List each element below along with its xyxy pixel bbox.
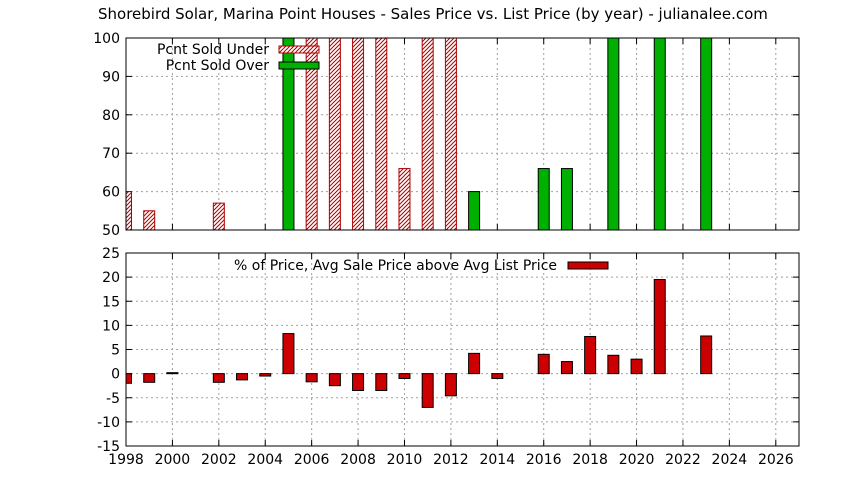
y-tick-label: 50: [102, 223, 120, 239]
bar: [212, 373, 225, 383]
bar: [700, 37, 713, 231]
bar: [700, 335, 713, 375]
bar: [560, 168, 573, 231]
y-tick-label: -15: [97, 439, 120, 455]
bar: [560, 361, 573, 375]
plot-frame: [125, 37, 800, 231]
legend-label: Pcnt Sold Under: [157, 42, 269, 58]
y-tick-label: 100: [93, 31, 120, 47]
bar: [282, 333, 295, 375]
bar: [653, 37, 666, 231]
bar: [444, 37, 457, 231]
legend-label: % of Price, Avg Sale Price above Avg Lis…: [234, 258, 557, 274]
x-tick-label: 2008: [340, 452, 376, 468]
bar: [607, 37, 620, 231]
plot-frame: [125, 252, 800, 447]
legend-label: Pcnt Sold Over: [166, 58, 270, 74]
bar: [653, 279, 666, 375]
x-tick-label: 2014: [479, 452, 515, 468]
bar: [305, 373, 318, 383]
bar: [328, 37, 341, 231]
legend-swatch: [567, 261, 609, 270]
y-tick-label: 0: [111, 367, 120, 383]
bar: [398, 168, 411, 231]
y-tick-label: 20: [102, 270, 120, 286]
bar: [537, 168, 550, 231]
y-tick-label: 90: [102, 69, 120, 85]
bar: [212, 202, 225, 231]
bar: [444, 373, 457, 397]
series-2-1: [125, 279, 713, 408]
x-tick-label: 2012: [433, 452, 469, 468]
chart-title: Shorebird Solar, Marina Point Houses - S…: [98, 5, 768, 23]
x-tick-label: 2020: [619, 452, 655, 468]
y-tick-label: 5: [111, 343, 120, 359]
bar: [236, 373, 249, 381]
x-tick-label: 1998: [108, 452, 144, 468]
bar: [421, 37, 434, 231]
x-tick-label: 2024: [712, 452, 748, 468]
bar: [468, 352, 481, 375]
x-tick-label: 2022: [665, 452, 701, 468]
bar: [166, 372, 179, 375]
y-tick-label: 15: [102, 294, 120, 310]
bar: [143, 210, 156, 231]
y-tick-label: 10: [102, 318, 120, 334]
x-tick-label: 2002: [201, 452, 237, 468]
bar: [125, 373, 132, 384]
y-tick-label: 70: [102, 146, 120, 162]
x-tick-label: 2000: [155, 452, 191, 468]
x-tick-label: 2006: [294, 452, 330, 468]
y-tick-label: 60: [102, 185, 120, 201]
bar: [259, 373, 272, 377]
bar: [491, 373, 504, 379]
y-tick-label: -5: [106, 391, 120, 407]
legend-swatch: [278, 45, 320, 54]
x-tick-label: 2016: [526, 452, 562, 468]
bar: [375, 37, 388, 231]
bar: [125, 191, 132, 231]
bar: [352, 37, 365, 231]
bar: [607, 354, 620, 375]
legend-swatch: [278, 61, 320, 70]
bar: [398, 373, 411, 379]
x-tick-label: 2018: [572, 452, 608, 468]
bar: [328, 373, 341, 387]
bar: [375, 373, 388, 392]
x-tick-label: 2004: [247, 452, 283, 468]
bar: [421, 373, 434, 408]
bar: [630, 358, 643, 375]
bar: [584, 335, 597, 375]
y-tick-label: 25: [102, 246, 120, 262]
y-tick-label: 80: [102, 108, 120, 124]
x-tick-label: 2010: [387, 452, 423, 468]
chart-panel-2: -15 -10 -5 0 5 10 15 20 25 1998 2000 2002 2004 2006 20…: [97, 246, 800, 468]
bar: [143, 373, 156, 383]
bar: [537, 353, 550, 375]
y-tick-label: -10: [97, 415, 120, 431]
x-tick-label: 2026: [758, 452, 794, 468]
bar: [468, 191, 481, 231]
bar: [352, 373, 365, 392]
